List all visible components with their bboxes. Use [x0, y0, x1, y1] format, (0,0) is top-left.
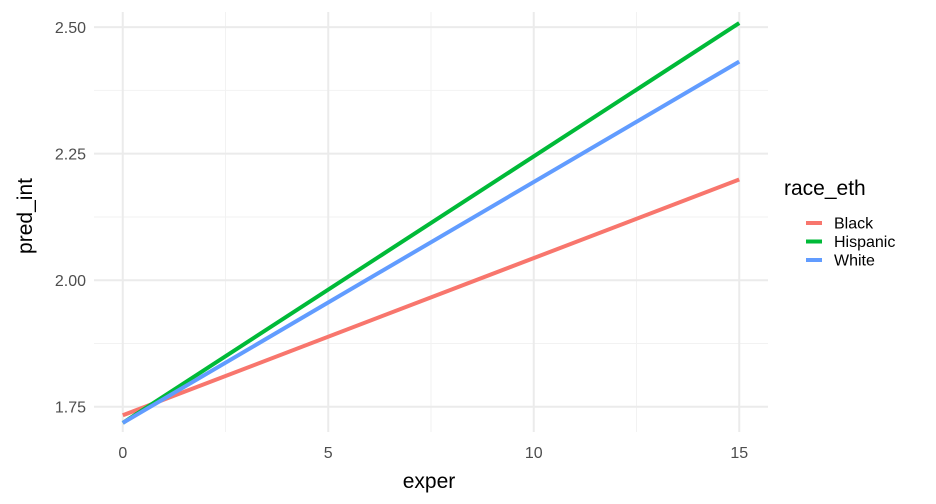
x-tick-label: 5: [324, 445, 333, 462]
legend-label-black: Black: [834, 216, 874, 233]
y-tick-label: 2.50: [55, 20, 86, 37]
y-tick-label: 2.00: [55, 273, 86, 290]
x-tick-label: 0: [118, 445, 127, 462]
y-tick-label: 1.75: [55, 400, 86, 417]
minor-gridlines: [94, 12, 768, 432]
series-line-black: [122, 177, 740, 418]
series-lines: [121, 21, 741, 425]
y-axis-ticks: 1.75 2.00 2.25 2.50: [55, 20, 86, 417]
major-gridlines: [94, 12, 768, 432]
y-axis-title: pred_int: [14, 178, 37, 254]
x-tick-label: 15: [730, 445, 748, 462]
legend-label-hispanic: Hispanic: [834, 234, 895, 251]
legend-label-white: White: [834, 253, 875, 270]
x-axis-ticks: 0 5 10 15: [118, 445, 748, 462]
legend-title: race_eth: [784, 177, 866, 200]
x-axis-title: exper: [403, 470, 456, 493]
x-tick-label: 10: [525, 445, 543, 462]
y-tick-label: 2.25: [55, 147, 86, 164]
series-line-hispanic: [121, 21, 741, 425]
series-line-white: [121, 59, 741, 425]
